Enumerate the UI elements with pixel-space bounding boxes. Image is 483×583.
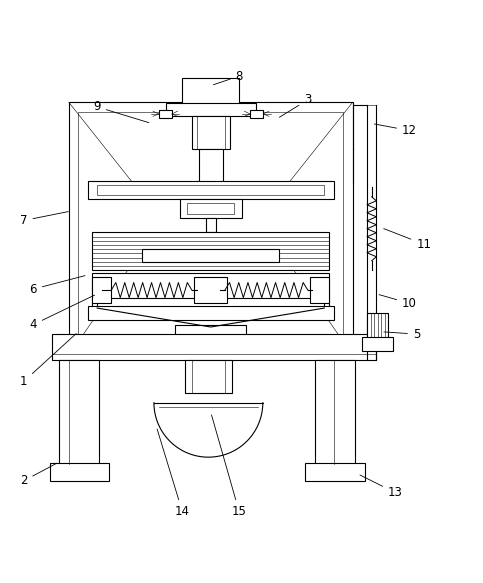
Bar: [192, 117, 230, 149]
Bar: [59, 360, 99, 464]
Bar: [206, 218, 216, 233]
Text: 11: 11: [384, 229, 431, 251]
Bar: [315, 360, 355, 464]
Text: 9: 9: [93, 100, 149, 122]
Bar: [78, 111, 343, 346]
Text: 15: 15: [212, 415, 246, 518]
Bar: [50, 463, 109, 481]
Bar: [92, 278, 112, 303]
Bar: [88, 181, 334, 199]
Bar: [187, 202, 234, 215]
Bar: [194, 278, 227, 303]
Bar: [52, 334, 376, 360]
Bar: [183, 79, 239, 104]
Text: 2: 2: [20, 463, 57, 487]
Bar: [88, 305, 334, 320]
Bar: [175, 325, 246, 343]
Bar: [367, 313, 388, 339]
Text: 6: 6: [29, 276, 85, 296]
Bar: [362, 338, 393, 350]
Bar: [250, 110, 263, 118]
Text: 12: 12: [374, 124, 417, 137]
Text: 13: 13: [360, 475, 403, 499]
Bar: [199, 149, 223, 187]
Bar: [69, 102, 353, 356]
Bar: [97, 298, 325, 307]
Text: 7: 7: [20, 212, 69, 227]
Bar: [185, 360, 232, 394]
Bar: [180, 199, 242, 218]
Text: 4: 4: [29, 295, 95, 331]
Text: 1: 1: [20, 333, 76, 388]
Text: 10: 10: [379, 294, 417, 310]
Text: 5: 5: [384, 328, 420, 340]
Bar: [97, 185, 325, 195]
Bar: [166, 103, 256, 117]
Bar: [142, 249, 279, 262]
Text: 8: 8: [213, 69, 243, 85]
Bar: [159, 110, 172, 118]
Text: 3: 3: [279, 93, 312, 117]
Text: 14: 14: [157, 429, 190, 518]
Bar: [92, 273, 329, 308]
Bar: [92, 233, 329, 270]
Bar: [305, 463, 365, 481]
Bar: [310, 278, 329, 303]
